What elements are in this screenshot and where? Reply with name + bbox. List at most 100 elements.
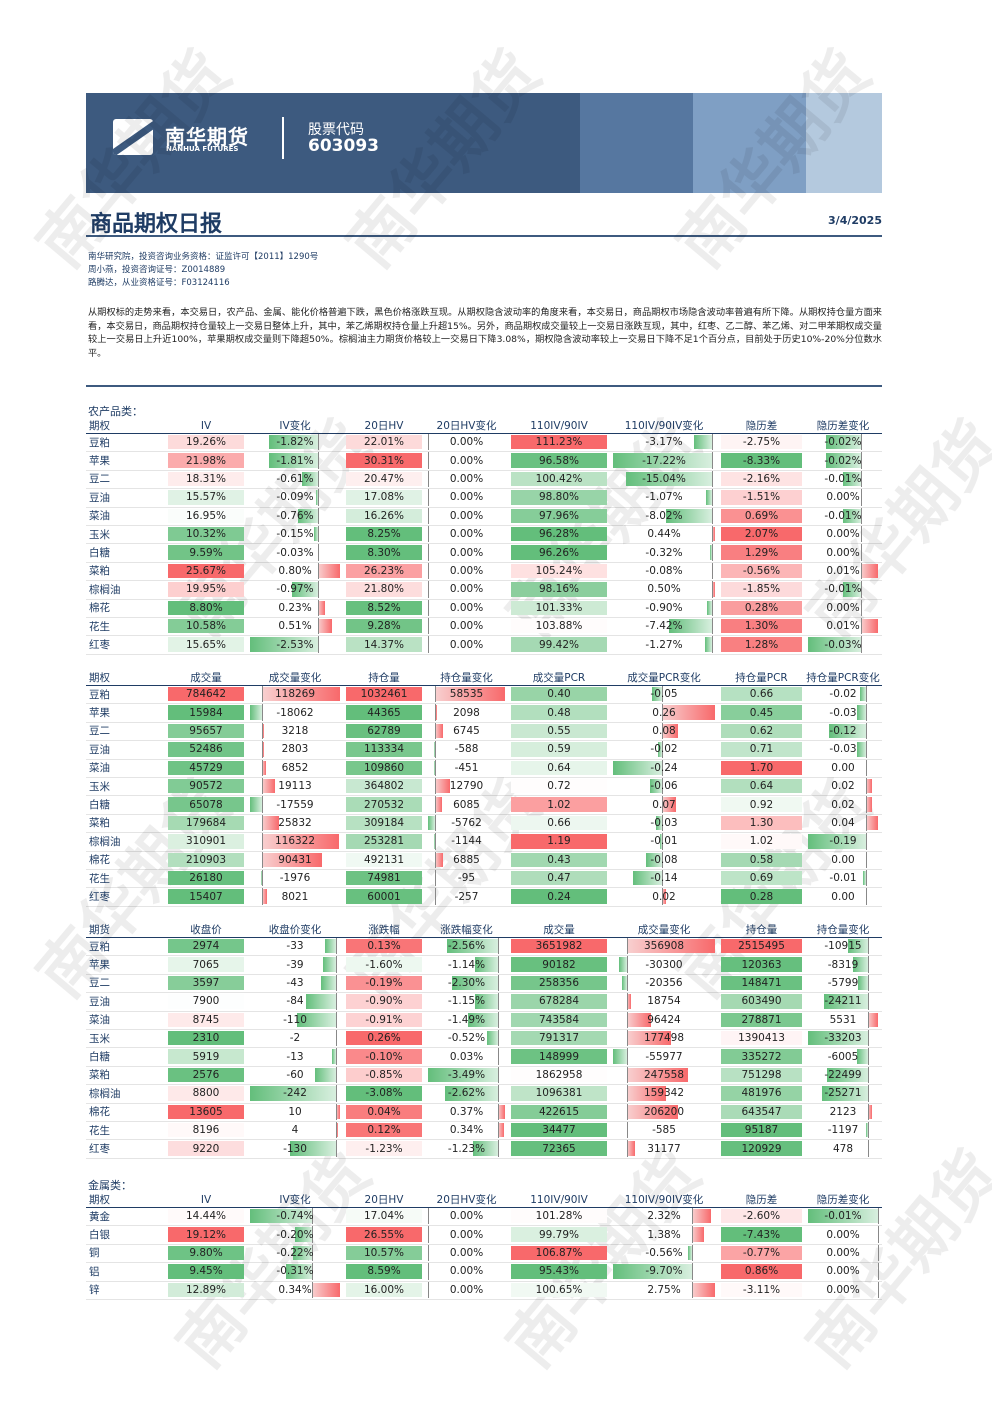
cell: 95.43% bbox=[509, 1262, 609, 1280]
cell: -60 bbox=[246, 1066, 344, 1084]
cell: 0.00% bbox=[424, 1207, 509, 1225]
cell-text: 黄金 bbox=[89, 1210, 110, 1223]
cell-text: 65078 bbox=[189, 798, 223, 811]
bar-axis bbox=[626, 956, 628, 973]
bar-axis bbox=[336, 1122, 338, 1139]
data-bar bbox=[293, 1245, 312, 1261]
banner-block bbox=[806, 93, 882, 193]
cell-text: 红枣 bbox=[89, 639, 110, 652]
heat-fill bbox=[346, 1227, 422, 1242]
cell: -17.22% bbox=[609, 451, 719, 469]
data-bar bbox=[843, 471, 861, 487]
cell-text: -0.03 bbox=[829, 743, 857, 756]
cell: -0.76% bbox=[246, 507, 344, 525]
table-row: 铝 9.45% -0.31% 8.59% 0.00% 95.43% -9.70% 0.86% 0… bbox=[86, 1262, 882, 1282]
data-bar bbox=[250, 1086, 337, 1101]
cell: 菜油 bbox=[86, 1011, 169, 1029]
heat-fill bbox=[346, 1104, 422, 1119]
data-bar bbox=[868, 1104, 872, 1119]
cell: 0.43 bbox=[509, 851, 609, 869]
heat-fill bbox=[168, 1245, 244, 1261]
cell-text: 红枣 bbox=[89, 891, 110, 904]
data-bar bbox=[336, 1104, 340, 1119]
cell: -2.30% bbox=[424, 974, 509, 992]
cell: -0.32% bbox=[609, 543, 719, 561]
table-row: 苹果 15984 -18062 44365 2098 0.48 0.26 0.45 -0.03 bbox=[86, 703, 882, 723]
cell-text: 111.23% bbox=[535, 436, 583, 449]
cell-text: 2310 bbox=[192, 1032, 220, 1045]
cell: -0.20% bbox=[246, 1225, 344, 1243]
cell: -0.90% bbox=[344, 992, 424, 1010]
heat-fill bbox=[168, 939, 244, 954]
cell: 0.00% bbox=[424, 525, 509, 543]
cell: -95 bbox=[424, 869, 509, 887]
data-bar bbox=[321, 975, 337, 991]
bar-axis bbox=[428, 618, 429, 635]
data-bar bbox=[269, 435, 319, 450]
cell: 0.50% bbox=[609, 580, 719, 598]
cell: 31177 bbox=[609, 1139, 719, 1157]
cell-text: 3218 bbox=[281, 724, 309, 737]
bar-axis bbox=[865, 722, 867, 740]
bar-axis bbox=[860, 470, 862, 488]
cell: 0.00% bbox=[424, 1244, 509, 1262]
cell-text: 116322 bbox=[274, 835, 316, 848]
header-cell: 成交量PCR bbox=[532, 672, 586, 684]
cell: 105.24% bbox=[509, 562, 609, 580]
cell: 0.02 bbox=[804, 795, 882, 813]
bar-axis bbox=[868, 1103, 869, 1120]
cell: 铝 bbox=[86, 1262, 169, 1280]
data-bar bbox=[621, 975, 627, 991]
heat-fill bbox=[168, 619, 244, 634]
bar-axis bbox=[428, 1244, 429, 1262]
heat-fill bbox=[168, 705, 244, 720]
table-row: 棕榈油 8800 -242 -3.08% -2.62% 1096381 159342 4819… bbox=[86, 1084, 882, 1104]
cell-text: 0.12% bbox=[367, 1124, 401, 1137]
table: 期权 IV IV变化 20日HV 20日HV变化 110IV/90IV 110IV/90IV… bbox=[86, 1192, 882, 1300]
cell: -0.90% bbox=[609, 599, 719, 617]
cell: 0.62 bbox=[719, 722, 804, 740]
header-cell: 持仓量变化 bbox=[440, 672, 493, 684]
bar-axis bbox=[261, 870, 263, 887]
bar-axis bbox=[428, 1208, 429, 1225]
bar-axis bbox=[318, 636, 320, 653]
cell-text: 1.02 bbox=[547, 798, 571, 811]
cell-text: -84 bbox=[286, 995, 304, 1008]
cell: 0.02 bbox=[609, 887, 719, 905]
data-bar bbox=[687, 1245, 693, 1261]
cell-text: 16.26% bbox=[363, 509, 405, 522]
cell: 100.42% bbox=[509, 470, 609, 488]
cell: 9.28% bbox=[344, 617, 424, 635]
bar-axis bbox=[868, 956, 869, 973]
table-row: 菜粕 179684 25832 309184 -5762 0.66 -0.03 1.30 0.0… bbox=[86, 814, 882, 834]
cell-text: 花生 bbox=[89, 1124, 110, 1137]
cell: 492131 bbox=[344, 851, 424, 869]
table-row: 棕榈油 310901 116322 253281 -1144 1.19 -0.01 1.02 -… bbox=[86, 832, 882, 852]
heat-fill bbox=[346, 852, 422, 867]
data-bar bbox=[261, 760, 267, 775]
cell-text: -2.75% bbox=[742, 436, 781, 449]
table-row: 棉花 210903 90431 492131 6885 0.43 -0.08 0.58 0.00 bbox=[86, 851, 882, 870]
table-row: 白糖 9.59% -0.03% 8.30% 0.00% 96.26% -0.32% 1.29%… bbox=[86, 543, 882, 563]
cell: 0.13% bbox=[344, 937, 424, 955]
cell-text: -2.60% bbox=[742, 1210, 781, 1223]
cell: 98.80% bbox=[509, 488, 609, 506]
cell: 0.00% bbox=[804, 599, 882, 617]
cell-text: -0.15% bbox=[276, 528, 314, 541]
heat-fill bbox=[721, 939, 802, 954]
table-row: 苹果 21.98% -1.81% 30.31% 0.00% 96.58% -17.22% -8… bbox=[86, 451, 882, 471]
cell: 5531 bbox=[804, 1011, 882, 1029]
cell-text: 2515495 bbox=[738, 940, 785, 953]
cell-text: 0.62 bbox=[749, 724, 774, 737]
table-row: 玉米 10.32% -0.15% 8.25% 0.00% 96.28% 0.44% 2.07%… bbox=[86, 525, 882, 545]
cell-text: -5762 bbox=[451, 816, 482, 829]
bar-axis bbox=[261, 833, 263, 850]
data-bar bbox=[434, 742, 435, 757]
cell-text: 0.71 bbox=[749, 743, 774, 756]
data-bar bbox=[301, 471, 319, 487]
cell: 1032461 bbox=[344, 685, 424, 703]
cell-text: -1.15% bbox=[447, 995, 486, 1008]
bar-axis bbox=[336, 993, 338, 1010]
cell-text: 0.86% bbox=[744, 1265, 779, 1278]
cell: -0.12 bbox=[804, 722, 882, 740]
